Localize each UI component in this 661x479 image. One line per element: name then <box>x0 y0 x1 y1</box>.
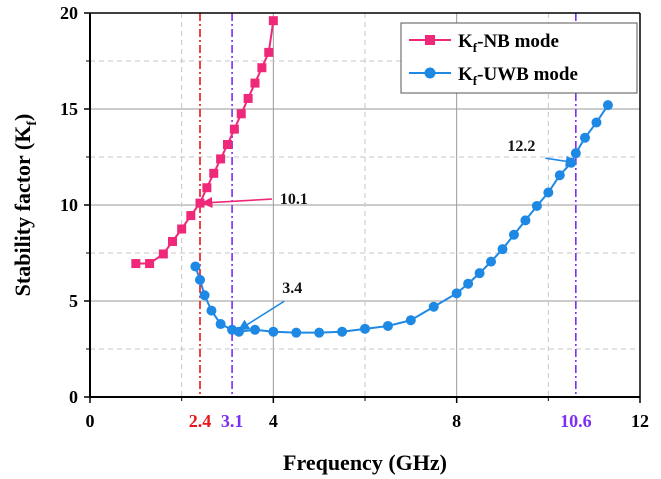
data-point-nb-mode <box>177 224 187 234</box>
x-tick-label: 4 <box>269 411 278 431</box>
data-point-uwb-mode <box>451 288 462 299</box>
data-point-uwb-mode <box>602 100 613 111</box>
data-point-nb-mode <box>209 168 219 178</box>
y-axis-title-close: ) <box>10 114 35 121</box>
legend-nb-suffix: -NB mode <box>477 31 559 52</box>
data-point-uwb-mode <box>570 148 581 159</box>
y-tick-label: 20 <box>60 3 78 23</box>
marker-label-2-4: 2.4 <box>189 411 212 431</box>
annotation-label-10-1: 10.1 <box>280 191 308 208</box>
x-tick-label: 8 <box>452 411 461 431</box>
data-point-uwb-mode <box>543 187 554 198</box>
data-point-uwb-mode <box>531 200 542 211</box>
data-point-uwb-mode <box>497 244 508 255</box>
y-tick-label: 5 <box>69 291 78 311</box>
data-point-uwb-mode <box>268 326 279 337</box>
legend-nb-prefix: K <box>458 31 473 52</box>
data-point-nb-mode <box>268 16 278 26</box>
annotation-label-12-2: 12.2 <box>507 138 535 155</box>
data-point-uwb-mode <box>463 278 474 289</box>
data-point-nb-mode <box>158 249 168 259</box>
data-point-uwb-mode <box>195 274 205 285</box>
legend: Kf-NB mode Kf-UWB mode <box>400 22 638 94</box>
data-point-uwb-mode <box>360 323 370 334</box>
data-point-uwb-mode <box>382 320 393 331</box>
legend-label-uwb: Kf-UWB mode <box>458 64 578 88</box>
data-point-uwb-mode <box>250 324 260 335</box>
legend-label-nb: Kf-NB mode <box>458 31 559 55</box>
data-point-uwb-mode <box>580 132 590 143</box>
x-tick-label: 12 <box>631 411 649 431</box>
legend-uwb-sub: f <box>473 73 478 88</box>
data-point-nb-mode <box>236 109 246 119</box>
data-point-uwb-mode <box>291 327 302 338</box>
legend-uwb-suffix: -UWB mode <box>477 64 578 85</box>
annotation-arrow-10-1 <box>201 196 272 209</box>
series-layer <box>131 16 613 338</box>
marker-label-10-6: 10.6 <box>560 411 592 431</box>
tick-labels: 2.4 3.1 10.6 0 4 8 12 0 5 10 15 20 <box>60 3 649 431</box>
data-point-nb-mode <box>145 259 155 269</box>
data-point-nb-mode <box>195 198 205 208</box>
data-point-nb-mode <box>202 183 212 193</box>
marker-label-3-1: 3.1 <box>221 411 244 431</box>
data-point-uwb-mode <box>337 326 348 337</box>
x-tick-label: 0 <box>86 411 95 431</box>
annotation-arrow-3-4 <box>238 300 285 331</box>
series-line-uwb-mode <box>194 104 609 334</box>
data-point-nb-mode <box>131 259 141 269</box>
annotation-layer: 10.1 3.4 12.2 <box>201 138 577 331</box>
data-point-uwb-mode <box>314 327 325 338</box>
data-point-nb-mode <box>186 211 196 221</box>
data-point-uwb-mode <box>405 315 416 326</box>
y-axis-title-sub: f <box>25 121 40 126</box>
annotation-label-3-4: 3.4 <box>282 280 302 297</box>
data-point-uwb-mode <box>428 301 439 312</box>
data-point-nb-mode <box>257 63 267 73</box>
x-axis-title: Frequency (GHz) <box>283 450 447 475</box>
data-point-uwb-mode <box>486 256 497 267</box>
data-point-nb-mode <box>243 93 253 103</box>
data-point-uwb-mode <box>215 319 226 330</box>
data-point-nb-mode <box>168 236 177 246</box>
data-point-uwb-mode <box>190 261 201 272</box>
data-point-uwb-mode <box>554 170 565 181</box>
y-axis-title: Stability factor (Kf) <box>10 114 40 297</box>
y-tick-label: 10 <box>60 195 78 215</box>
data-point-uwb-mode <box>520 215 531 226</box>
legend-marker-uwb <box>424 67 436 79</box>
y-tick-label: 15 <box>60 99 78 119</box>
axis-layer <box>84 12 641 403</box>
data-point-nb-mode <box>223 140 232 150</box>
data-point-nb-mode <box>229 124 239 134</box>
data-point-uwb-mode <box>508 229 519 240</box>
y-tick-label: 0 <box>69 387 78 407</box>
series-line-nb-mode <box>135 20 275 265</box>
legend-nb-sub: f <box>473 40 478 55</box>
data-point-nb-mode <box>250 78 260 88</box>
data-point-uwb-mode <box>199 290 210 301</box>
data-point-nb-mode <box>264 47 274 57</box>
legend-uwb-prefix: K <box>458 64 473 85</box>
data-point-nb-mode <box>216 154 226 164</box>
annotation-arrow-12-2 <box>545 155 577 167</box>
legend-marker-nb <box>425 35 435 45</box>
data-point-uwb-mode <box>591 117 602 128</box>
data-point-uwb-mode <box>206 305 217 316</box>
y-axis-title-main: Stability factor (K <box>10 126 35 297</box>
legend-box <box>400 22 638 94</box>
data-point-uwb-mode <box>474 268 485 279</box>
